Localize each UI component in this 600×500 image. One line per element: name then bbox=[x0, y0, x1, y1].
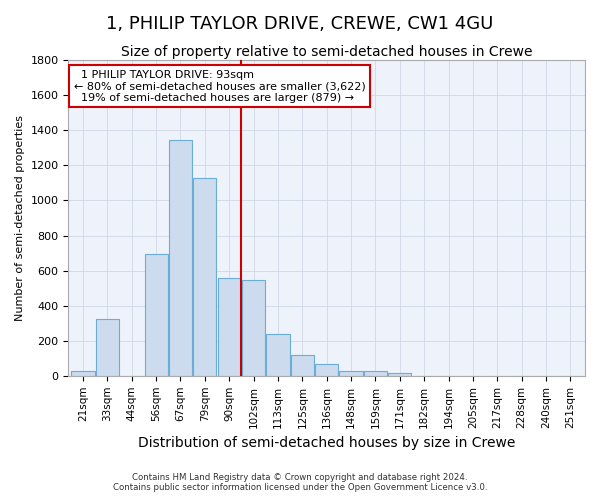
Bar bbox=[315, 364, 338, 376]
Bar bbox=[291, 355, 314, 376]
Bar bbox=[193, 178, 217, 376]
Bar bbox=[388, 373, 412, 376]
Text: 1 PHILIP TAYLOR DRIVE: 93sqm  
← 80% of semi-detached houses are smaller (3,622): 1 PHILIP TAYLOR DRIVE: 93sqm ← 80% of se… bbox=[74, 70, 365, 103]
Bar bbox=[145, 254, 168, 376]
Bar bbox=[266, 334, 290, 376]
Bar bbox=[96, 319, 119, 376]
Text: Contains HM Land Registry data © Crown copyright and database right 2024.
Contai: Contains HM Land Registry data © Crown c… bbox=[113, 473, 487, 492]
Bar bbox=[71, 372, 95, 376]
Text: 1, PHILIP TAYLOR DRIVE, CREWE, CW1 4GU: 1, PHILIP TAYLOR DRIVE, CREWE, CW1 4GU bbox=[106, 15, 494, 33]
Bar bbox=[242, 280, 265, 376]
Bar bbox=[340, 370, 362, 376]
Bar bbox=[169, 140, 192, 376]
Y-axis label: Number of semi-detached properties: Number of semi-detached properties bbox=[15, 115, 25, 321]
Bar bbox=[364, 372, 387, 376]
Bar bbox=[218, 278, 241, 376]
X-axis label: Distribution of semi-detached houses by size in Crewe: Distribution of semi-detached houses by … bbox=[138, 436, 515, 450]
Title: Size of property relative to semi-detached houses in Crewe: Size of property relative to semi-detach… bbox=[121, 45, 532, 59]
